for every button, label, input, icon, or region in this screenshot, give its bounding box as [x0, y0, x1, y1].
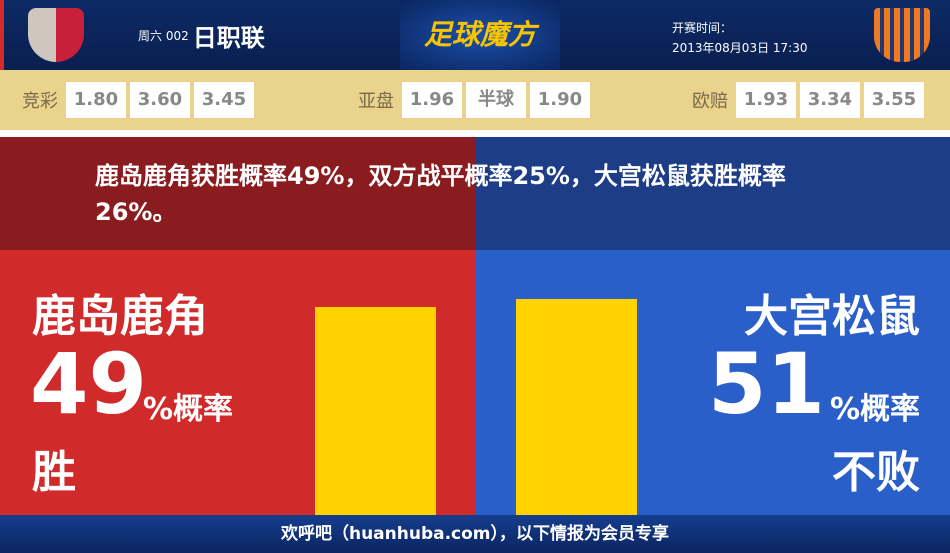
- odds-value: 3.45: [194, 82, 254, 118]
- odds-value: 3.60: [130, 82, 190, 118]
- euro-odds: 欧赔 1.93 3.34 3.55: [692, 82, 924, 118]
- home-unit: %概率: [143, 392, 234, 427]
- home-result: 胜: [32, 447, 76, 498]
- odds-value: 3.34: [800, 82, 860, 118]
- away-result: 不败: [832, 447, 920, 498]
- odds-value: 1.90: [530, 82, 590, 118]
- league-name: 日职联: [192, 24, 265, 52]
- summary-banner-home: [0, 137, 476, 250]
- odds-value: 1.80: [66, 82, 126, 118]
- odds-value: 半球: [466, 82, 526, 118]
- weekday-number: 周六 002: [138, 29, 189, 43]
- summary-banner-away: [476, 137, 950, 250]
- away-panel: 大宫松鼠 51 %概率 不败: [476, 250, 950, 515]
- odds-bar: 竞彩 1.80 3.60 3.45 亚盘 1.96 半球 1.90 欧赔 1.9…: [0, 70, 950, 130]
- odds-value: 3.55: [864, 82, 924, 118]
- kickoff-time: 2013年08月03日 17:30: [672, 41, 808, 55]
- kickoff-info: 开赛时间： 2013年08月03日 17:30: [672, 18, 807, 58]
- probability-summary: 鹿岛鹿角获胜概率49%，双方战平概率25%，大宫松鼠获胜概率26%。: [95, 162, 786, 226]
- home-percent: 49: [30, 335, 147, 433]
- away-team-logo: [874, 8, 930, 62]
- odds-value: 1.93: [736, 82, 796, 118]
- away-team-name: 大宫松鼠: [744, 291, 920, 342]
- odds-value: 1.96: [402, 82, 462, 118]
- odds-label: 亚盘: [358, 91, 394, 112]
- home-team-name: 鹿岛鹿角: [32, 291, 208, 342]
- away-percent: 51: [708, 335, 825, 433]
- away-probability-bar: [516, 299, 637, 515]
- home-panel: 鹿岛鹿角 49 %概率 胜: [0, 250, 476, 515]
- kickoff-label: 开赛时间：: [672, 21, 733, 35]
- member-footer: 欢呼吧（huanhuba.com），以下情报为会员专享: [0, 515, 950, 553]
- home-team-logo: [28, 8, 84, 62]
- jingcai-odds: 竞彩 1.80 3.60 3.45: [22, 82, 254, 118]
- home-probability-bar: [315, 307, 436, 515]
- odds-label: 竞彩: [22, 91, 58, 112]
- away-unit: %概率: [829, 392, 920, 427]
- match-info: 周六 002 日职联: [138, 18, 265, 53]
- odds-label: 欧赔: [692, 91, 728, 112]
- match-header: 周六 002 日职联 足球魔方 开赛时间： 2013年08月03日 17:30: [0, 0, 950, 70]
- asian-odds: 亚盘 1.96 半球 1.90: [358, 82, 590, 118]
- brand-logo: 足球魔方: [400, 0, 560, 70]
